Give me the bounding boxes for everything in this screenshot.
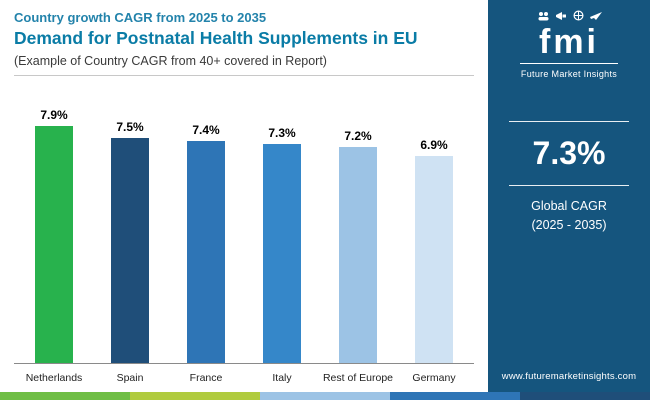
brand-sidebar: fmi Future Market Insights 7.3% Global C… bbox=[488, 0, 650, 392]
globe-icon bbox=[572, 8, 584, 26]
bar-column: 7.5% bbox=[92, 120, 168, 363]
bar-column: 7.2% bbox=[320, 129, 396, 363]
bar-column: 7.4% bbox=[168, 123, 244, 363]
bar-netherlands bbox=[35, 126, 73, 363]
x-axis-label: Italy bbox=[272, 372, 292, 384]
bar-value-label: 7.9% bbox=[40, 108, 68, 122]
chart-title: Demand for Postnatal Health Supplements … bbox=[14, 28, 418, 48]
people-icon bbox=[537, 8, 550, 26]
chart-tagline: (Example of Country CAGR from 40+ covere… bbox=[14, 54, 474, 76]
logo-divider bbox=[520, 63, 618, 64]
megaphone-icon bbox=[555, 8, 567, 26]
bar-value-label: 7.3% bbox=[268, 126, 296, 140]
bar-spain bbox=[111, 138, 149, 363]
chart-subtitle: Country growth CAGR from 2025 to 2035 bbox=[14, 10, 267, 25]
bar-france bbox=[187, 141, 225, 363]
stat-top-divider bbox=[509, 121, 629, 122]
bar-value-label: 6.9% bbox=[420, 138, 448, 152]
chart-panel: Country growth CAGR from 2025 to 2035 De… bbox=[14, 10, 474, 384]
website-url: www.futuremarketinsights.com bbox=[501, 371, 637, 382]
strip-segment bbox=[0, 392, 130, 400]
bar-column: 7.3% bbox=[244, 126, 320, 363]
bar-value-label: 7.4% bbox=[192, 123, 220, 137]
bar-italy bbox=[263, 144, 301, 363]
strip-segment bbox=[130, 392, 260, 400]
bar-germany bbox=[415, 156, 453, 363]
x-axis-label: Spain bbox=[116, 372, 144, 384]
global-cagr-stat: 7.3% Global CAGR (2025 - 2035) bbox=[509, 121, 629, 236]
bar-value-label: 7.2% bbox=[344, 129, 372, 143]
logo-icons bbox=[537, 8, 602, 26]
footer-strip bbox=[0, 392, 650, 400]
strip-segment bbox=[260, 392, 390, 400]
bar-chart: 7.9% 7.5% 7.4% 7.3% 7.2% 6.9% bbox=[14, 76, 474, 364]
x-axis-label: Germany bbox=[412, 372, 456, 384]
x-axis-label: Rest of Europe bbox=[322, 372, 394, 384]
bar-value-label: 7.5% bbox=[116, 120, 144, 134]
fmi-logo-text: fmi bbox=[539, 23, 599, 61]
x-axis-label: Netherlands bbox=[25, 372, 83, 384]
bar-column: 7.9% bbox=[16, 108, 92, 363]
fmi-logo-tagline: Future Market Insights bbox=[520, 69, 618, 79]
global-cagr-label: Global CAGR (2025 - 2035) bbox=[531, 197, 607, 236]
strip-segment bbox=[390, 392, 520, 400]
plane-icon bbox=[589, 8, 602, 26]
bar-column: 6.9% bbox=[396, 138, 472, 363]
fmi-logo: fmi Future Market Insights bbox=[520, 8, 618, 79]
global-cagr-label-line1: Global CAGR bbox=[531, 199, 607, 213]
stat-bottom-divider bbox=[509, 185, 629, 186]
global-cagr-value: 7.3% bbox=[532, 135, 606, 171]
bar-rest-of-europe bbox=[339, 147, 377, 363]
x-axis-labels: Netherlands Spain France Italy Rest of Europ… bbox=[14, 364, 474, 384]
strip-segment bbox=[520, 392, 650, 400]
x-axis-label: France bbox=[189, 372, 223, 384]
global-cagr-label-line2: (2025 - 2035) bbox=[531, 218, 607, 233]
